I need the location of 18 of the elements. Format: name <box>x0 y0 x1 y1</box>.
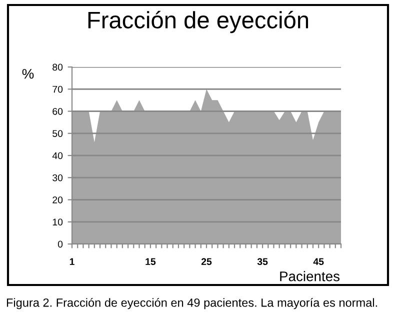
x-tick-label: 25 <box>201 258 212 266</box>
text: Figura 2. Fracción de eyección en 49 pacientes. La mayoría es normal. <box>6 298 377 310</box>
chart-title: Fracción de eyección <box>88 10 308 34</box>
y-tick-label: 30 <box>52 174 63 182</box>
y-tick-label: 0 <box>58 240 63 248</box>
y-tick-label: 50 <box>52 130 63 137</box>
y-tick-label: 70 <box>52 86 63 93</box>
x-tick-label: 45 <box>313 258 324 266</box>
x-tick-label: 15 <box>146 258 156 266</box>
x-tick-label: 35 <box>257 258 268 266</box>
y-tick-label: 80 <box>52 64 63 71</box>
y-tick-label: 20 <box>52 196 63 204</box>
y-axis-title: % <box>22 68 34 79</box>
x-axis-title: Pacientes <box>280 271 340 282</box>
y-tick-label: 40 <box>52 152 63 160</box>
y-tick-label: 60 <box>52 108 63 115</box>
y-tick-label: 10 <box>52 218 63 226</box>
x-tick-label: 1 <box>70 258 74 265</box>
